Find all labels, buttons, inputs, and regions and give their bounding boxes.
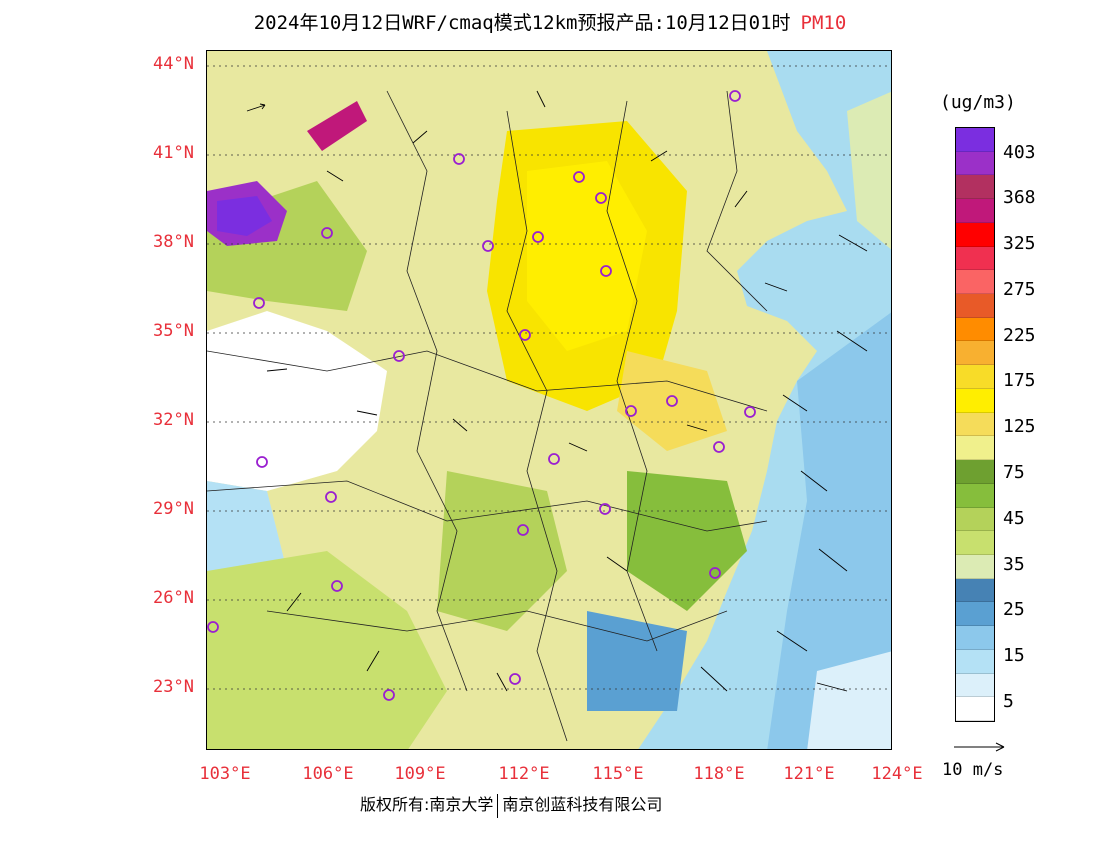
colorbar-segment <box>956 460 994 484</box>
legend-label: 35 <box>1003 554 1025 575</box>
colorbar-segment <box>956 365 994 389</box>
lat-label-35n: 35°N <box>153 321 194 341</box>
lon-label-124e: 124°E <box>871 764 923 784</box>
copyright: 版权所有:南京大学 南京创蓝科技有限公司 <box>360 791 662 818</box>
wind-reference-arrow <box>954 742 1005 752</box>
hotspot-band <box>307 101 367 151</box>
lon-label-112e: 112°E <box>498 764 550 784</box>
colorbar-segment <box>956 649 994 674</box>
copyright-divider <box>497 793 499 818</box>
colorbar-segment <box>956 412 994 437</box>
lat-label-29n: 29°N <box>153 499 194 519</box>
legend-label: 125 <box>1003 416 1036 437</box>
lat-label-38n: 38°N <box>153 232 194 252</box>
lon-label-121e: 121°E <box>783 764 835 784</box>
colorbar-segment <box>956 294 994 318</box>
west-clean-area <box>207 311 387 491</box>
legend-label: 368 <box>1003 187 1036 208</box>
colorbar-segment <box>956 199 994 223</box>
legend-label: 325 <box>1003 233 1036 254</box>
map-panel <box>206 50 892 750</box>
colorbar-segment <box>956 436 994 461</box>
colorbar-segment <box>956 317 994 342</box>
colorbar-segment <box>956 128 994 152</box>
legend-label: 225 <box>1003 325 1036 346</box>
ocean-deep <box>767 312 891 749</box>
colorbar-segment <box>956 602 994 627</box>
copyright-right: 南京创蓝科技有限公司 <box>502 795 663 814</box>
province-boundaries <box>207 90 768 742</box>
colorbar-segment <box>956 697 994 721</box>
ocean-clean <box>807 651 891 749</box>
lon-label-115e: 115°E <box>592 764 644 784</box>
wind-field <box>246 90 868 692</box>
legend-label: 5 <box>1003 691 1014 712</box>
legend-label: 45 <box>1003 508 1025 529</box>
colorbar-segment <box>956 246 994 271</box>
colorbar-segment <box>956 554 994 579</box>
colorbar-segment <box>956 151 994 176</box>
copyright-left: 版权所有:南京大学 <box>360 795 494 814</box>
lat-label-32n: 32°N <box>153 410 194 430</box>
lon-label-106e: 106°E <box>302 764 354 784</box>
legend-label: 15 <box>1003 645 1025 666</box>
pollutant-label: PM10 <box>800 12 847 34</box>
legend-label: 75 <box>1003 462 1025 483</box>
hotspot-core <box>217 196 272 236</box>
colorbar-segment <box>956 270 994 295</box>
lat-label-44n: 44°N <box>153 54 194 74</box>
legend-label: 175 <box>1003 370 1036 391</box>
lon-label-103e: 103°E <box>199 764 251 784</box>
station-markers <box>207 90 756 701</box>
colorbar-segment <box>956 578 994 603</box>
legend-label: 25 <box>1003 599 1025 620</box>
wind-reference-label: 10 m/s <box>942 760 1004 780</box>
colorbar-segment <box>956 175 994 200</box>
coastal-blue <box>587 611 687 711</box>
colorbar-segment <box>956 626 994 650</box>
lat-label-41n: 41°N <box>153 143 194 163</box>
colorbar-segment <box>956 531 994 555</box>
colorbar-segment <box>956 388 994 413</box>
colorbar-segment <box>956 483 994 508</box>
colorbar-segment <box>956 673 994 698</box>
lat-label-23n: 23°N <box>153 677 194 697</box>
northeast-land <box>847 91 891 250</box>
lat-label-26n: 26°N <box>153 588 194 608</box>
legend-colorbar <box>955 127 995 722</box>
concentration-map <box>207 51 891 749</box>
colorbar-segment <box>956 222 994 247</box>
map-title: 2024年10月12日WRF/cmaq模式12km预报产品:10月12日01时 P… <box>0 8 1100 35</box>
colorbar-segment <box>956 507 994 532</box>
southeast-green <box>627 471 747 611</box>
legend-label: 403 <box>1003 142 1036 163</box>
lon-label-118e: 118°E <box>693 764 745 784</box>
east-high-pm10 <box>617 351 727 451</box>
legend-label: 275 <box>1003 279 1036 300</box>
colorbar-segment <box>956 341 994 366</box>
central-green <box>437 471 567 631</box>
core-peak-pm10 <box>527 161 647 351</box>
title-text: 2024年10月12日WRF/cmaq模式12km预报产品:10月12日01时 <box>253 12 791 34</box>
lon-label-109e: 109°E <box>394 764 446 784</box>
legend-units: (ug/m3) <box>940 92 1016 113</box>
